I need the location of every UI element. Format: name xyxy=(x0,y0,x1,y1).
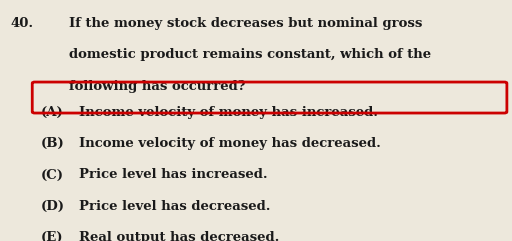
Text: (C): (C) xyxy=(41,168,64,181)
Text: domestic product remains constant, which of the: domestic product remains constant, which… xyxy=(69,48,431,61)
Text: 40.: 40. xyxy=(10,17,33,30)
Text: (E): (E) xyxy=(41,231,63,241)
Text: Income velocity of money has increased.: Income velocity of money has increased. xyxy=(79,106,378,119)
Text: (A): (A) xyxy=(41,106,63,119)
Text: Real output has decreased.: Real output has decreased. xyxy=(79,231,280,241)
Text: Price level has increased.: Price level has increased. xyxy=(79,168,268,181)
Text: Price level has decreased.: Price level has decreased. xyxy=(79,200,271,213)
Text: (D): (D) xyxy=(41,200,65,213)
Text: If the money stock decreases but nominal gross: If the money stock decreases but nominal… xyxy=(69,17,422,30)
Text: (B): (B) xyxy=(41,137,65,150)
Text: Income velocity of money has decreased.: Income velocity of money has decreased. xyxy=(79,137,381,150)
Text: following has occurred?: following has occurred? xyxy=(69,80,246,93)
